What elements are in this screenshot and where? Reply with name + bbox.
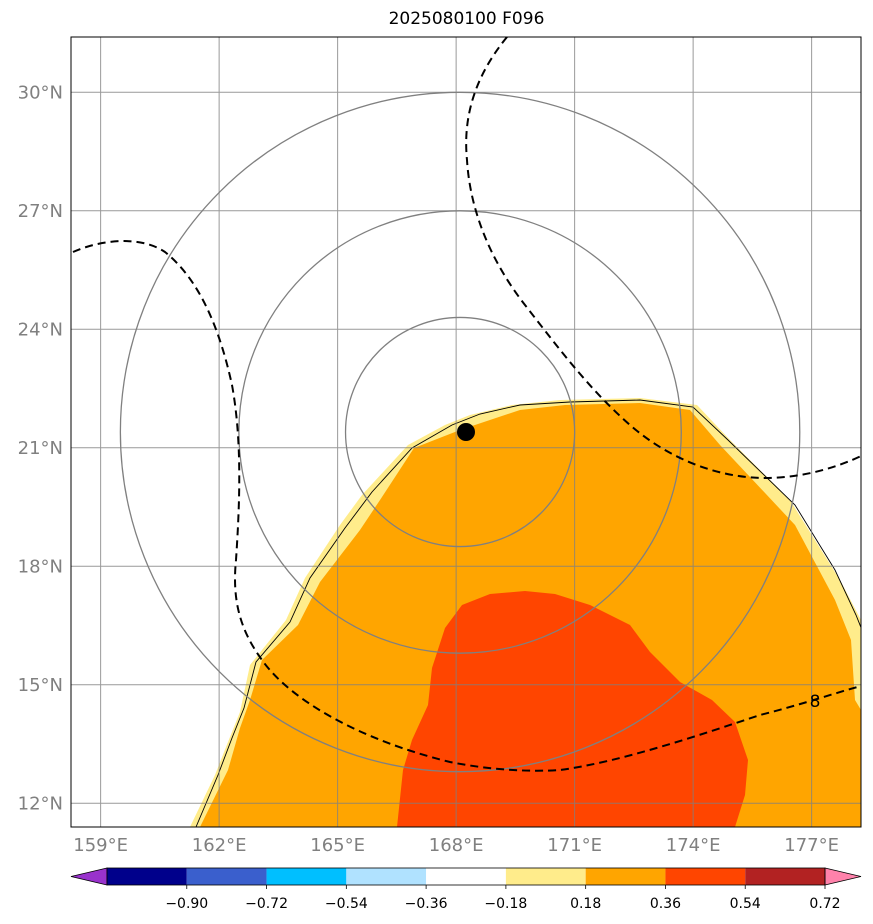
anomaly-outline <box>195 399 861 827</box>
colorbar-tick-label: −0.18 <box>484 896 527 912</box>
dashed-contour-west <box>72 240 861 772</box>
colorbar <box>70 867 862 886</box>
colorbar-segment <box>665 868 746 885</box>
colorbar-tick-label: 0.18 <box>570 896 601 912</box>
lon-tick-label: 177°E <box>784 835 839 856</box>
chart-title: 2025080100 F096 <box>388 9 545 29</box>
lat-tick-label: 30°N <box>18 82 63 103</box>
colorbar-extend-min <box>70 867 108 886</box>
colorbar-segment <box>107 868 187 885</box>
lat-tick-label: 21°N <box>18 438 63 459</box>
range-ring <box>119 91 801 773</box>
contour-label: 8 <box>810 692 821 712</box>
lat-tick-labels: 12°N 15°N 18°N 21°N 24°N 27°N 30°N <box>18 82 63 814</box>
colorbar-segment <box>426 868 506 885</box>
lon-tick-labels: 159°E 162°E 165°E 168°E 171°E 174°E 177°E <box>73 835 839 856</box>
colorbar-tick-labels: −0.90 −0.72 −0.54 −0.36 −0.18 0.18 0.36 0.54 0.7… <box>165 885 841 912</box>
gridlines <box>71 37 861 827</box>
lat-tick-label: 18°N <box>18 556 63 577</box>
colorbar-frame <box>106 867 826 886</box>
lon-tick-label: 168°E <box>429 835 484 856</box>
storm-center-marker <box>457 423 475 441</box>
colorbar-segment <box>585 868 666 885</box>
colorbar-segment <box>505 868 586 885</box>
colorbar-tick-label: −0.36 <box>405 896 448 912</box>
lon-tick-label: 165°E <box>310 835 365 856</box>
lon-tick-label: 159°E <box>73 835 128 856</box>
lat-tick-label: 27°N <box>18 201 63 222</box>
colorbar-tick-label: 0.36 <box>650 896 681 912</box>
colorbar-tick-label: 0.54 <box>730 896 761 912</box>
colorbar-tick-label: −0.72 <box>245 896 288 912</box>
lat-tick-label: 12°N <box>18 793 63 814</box>
lat-tick-label: 24°N <box>18 319 63 340</box>
colorbar-tick-label: −0.54 <box>325 896 368 912</box>
lon-tick-label: 174°E <box>666 835 721 856</box>
lon-tick-label: 162°E <box>192 835 247 856</box>
range-ring <box>344 316 576 548</box>
colorbar-segment <box>266 868 347 885</box>
dashed-contour-east <box>465 37 861 480</box>
lat-tick-label: 15°N <box>18 675 63 696</box>
lon-tick-label: 171°E <box>547 835 602 856</box>
map-frame <box>70 36 862 828</box>
colorbar-segment <box>346 868 427 885</box>
colorbar-tick-label: −0.90 <box>165 896 208 912</box>
colorbar-segment <box>745 868 825 885</box>
colorbar-segment <box>186 868 267 885</box>
range-ring <box>238 210 682 654</box>
colorbar-tick-label: 0.72 <box>809 896 840 912</box>
range-rings <box>119 91 801 773</box>
colorbar-extend-max <box>824 867 862 886</box>
